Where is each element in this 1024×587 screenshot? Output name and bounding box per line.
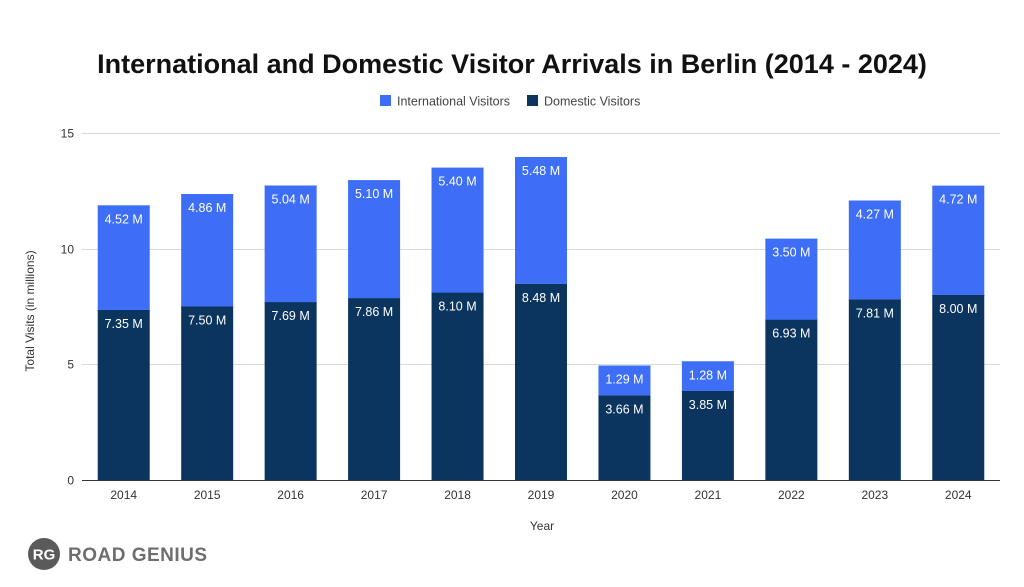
legend-label: International Visitors — [397, 95, 510, 109]
data-label: 3.66 M — [605, 402, 643, 416]
bar-international-visitors-2016 — [264, 185, 317, 303]
data-label: 4.27 M — [856, 208, 894, 222]
data-label: 7.50 M — [188, 314, 226, 328]
bar-domestic-visitors-2015 — [181, 306, 234, 480]
bar-international-visitors-2023 — [848, 200, 901, 300]
data-label: 4.52 M — [105, 212, 143, 226]
x-tick-label: 2019 — [528, 488, 555, 502]
data-labels: 7.35 M 4.52 M 7.50 M 4.86 M 7.69 M 5.04 M 7.86… — [105, 164, 978, 416]
y-tick-label: 5 — [67, 358, 74, 372]
x-tick-label: 2022 — [778, 488, 805, 502]
x-tick-label: 2015 — [194, 488, 221, 502]
y-tick-label: 10 — [61, 243, 75, 257]
bar-domestic-visitors-2017 — [348, 298, 401, 480]
bar-international-visitors-2020 — [598, 365, 651, 396]
data-label: 7.35 M — [105, 317, 143, 331]
data-label: 8.10 M — [438, 300, 476, 314]
brand-logo: RG ROAD GENIUS — [28, 538, 208, 570]
data-label: 7.81 M — [856, 306, 894, 320]
x-axis-ticks: 2014 2015 2016 2017 2018 2019 2020 2021 2022 2023… — [110, 488, 972, 502]
x-tick-label: 2018 — [444, 488, 471, 502]
data-label: 1.29 M — [605, 372, 643, 386]
data-label: 8.00 M — [939, 302, 977, 316]
x-tick-label: 2014 — [110, 488, 137, 502]
data-label: 6.93 M — [772, 327, 810, 341]
x-tick-label: 2023 — [861, 488, 888, 502]
bar-domestic-visitors-2019 — [515, 283, 567, 480]
data-label: 4.86 M — [188, 201, 226, 215]
bar-international-visitors-2019 — [515, 157, 567, 284]
data-label: 5.10 M — [355, 187, 393, 201]
legend-swatch — [380, 95, 391, 106]
y-tick-label: 15 — [61, 127, 75, 141]
data-label: 7.69 M — [272, 309, 310, 323]
chart-title: International and Domestic Visitor Arriv… — [97, 49, 927, 79]
x-axis-title: Year — [530, 519, 554, 533]
brand-logo-mark-text: RG — [33, 547, 56, 564]
bar-domestic-visitors-2021 — [681, 390, 734, 480]
bars — [97, 157, 985, 480]
data-label: 5.04 M — [272, 193, 310, 207]
data-label: 3.85 M — [689, 398, 727, 412]
brand-logo-text: ROAD GENIUS — [68, 545, 208, 566]
bar-domestic-visitors-2023 — [848, 299, 901, 480]
bar-international-visitors-2021 — [681, 361, 734, 391]
bar-domestic-visitors-2022 — [765, 319, 818, 480]
x-tick-label: 2020 — [611, 488, 638, 502]
y-tick-label: 0 — [67, 474, 74, 488]
bar-international-visitors-2024 — [932, 185, 985, 295]
y-axis-title: Total Visits (in millions) — [23, 250, 37, 371]
y-axis-ticks: 0 5 10 15 — [61, 127, 75, 488]
bar-international-visitors-2015 — [181, 194, 234, 307]
legend-label: Domestic Visitors — [544, 95, 640, 109]
bar-international-visitors-2014 — [97, 205, 150, 310]
data-label: 7.86 M — [355, 305, 393, 319]
bar-domestic-visitors-2014 — [97, 309, 150, 480]
bar-international-visitors-2018 — [431, 167, 484, 293]
brand-logo-mark-icon — [28, 538, 60, 570]
data-label: 8.48 M — [522, 291, 560, 305]
bar-domestic-visitors-2016 — [264, 302, 317, 480]
bar-international-visitors-2017 — [348, 180, 401, 299]
legend-swatch — [527, 95, 538, 106]
data-label: 1.28 M — [689, 368, 727, 382]
bar-domestic-visitors-2020 — [598, 395, 651, 480]
data-label: 5.40 M — [438, 175, 476, 189]
x-tick-label: 2017 — [361, 488, 388, 502]
x-tick-label: 2016 — [277, 488, 304, 502]
legend: International Visitors Domestic Visitors — [380, 95, 640, 109]
bar-domestic-visitors-2024 — [932, 294, 985, 480]
bar-international-visitors-2022 — [765, 238, 818, 320]
x-tick-label: 2021 — [695, 488, 722, 502]
data-label: 4.72 M — [939, 193, 977, 207]
data-label: 3.50 M — [772, 246, 810, 260]
x-tick-label: 2024 — [945, 488, 972, 502]
data-label: 5.48 M — [522, 164, 560, 178]
bar-domestic-visitors-2018 — [431, 292, 484, 480]
